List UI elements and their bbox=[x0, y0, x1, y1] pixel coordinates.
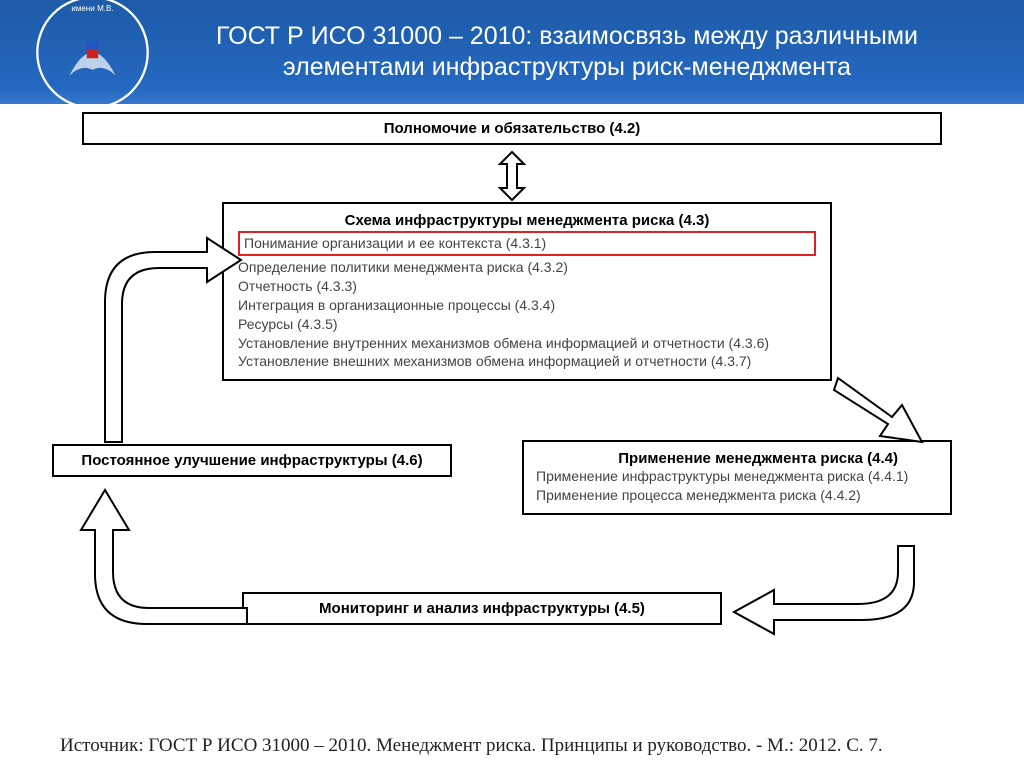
diagram: Полномочие и обязательство (4.2) Схема и… bbox=[22, 112, 1002, 692]
box-improvement: Постоянное улучшение инфраструктуры (4.6… bbox=[52, 444, 452, 477]
framework-item: Установление внешних механизмов обмена и… bbox=[238, 352, 816, 371]
box-improvement-title: Постоянное улучшение инфраструктуры (4.6… bbox=[64, 452, 440, 469]
arrow-monitoring-to-improvement-icon bbox=[77, 482, 257, 642]
box-monitoring-title: Мониторинг и анализ инфраструктуры (4.5) bbox=[254, 600, 710, 617]
arrow-improvement-to-framework-icon bbox=[87, 232, 247, 447]
source-citation: Источник: ГОСТ Р ИСО 31000 – 2010. Менед… bbox=[60, 735, 964, 757]
implementation-item: Применение инфраструктуры менеджмента ри… bbox=[536, 467, 938, 486]
implementation-item: Применение процесса менеджмента риска (4… bbox=[536, 486, 938, 505]
box-authority: Полномочие и обязательство (4.2) bbox=[82, 112, 942, 145]
framework-item: Интеграция в организационные процессы (4… bbox=[238, 296, 816, 315]
svg-text:имени М.В.: имени М.В. bbox=[71, 4, 113, 13]
box-framework: Схема инфраструктуры менеджмента риска (… bbox=[222, 202, 832, 381]
msu-logo-icon: имени М.В. bbox=[35, 0, 150, 110]
framework-item: Установление внутренних механизмов обмен… bbox=[238, 334, 816, 353]
box-authority-title: Полномочие и обязательство (4.2) bbox=[94, 120, 930, 137]
highlighted-item-text: Понимание организации и ее контекста (4.… bbox=[244, 235, 546, 251]
slide-title: ГОСТ Р ИСО 31000 – 2010: взаимосвязь меж… bbox=[0, 13, 1024, 92]
arrow-double-vertical-icon bbox=[490, 150, 534, 202]
framework-item: Определение политики менеджмента риска (… bbox=[238, 258, 816, 277]
box-implementation-title: Применение менеджмента риска (4.4) bbox=[536, 450, 938, 467]
box-framework-title: Схема инфраструктуры менеджмента риска (… bbox=[238, 212, 816, 229]
arrow-framework-to-implementation-icon bbox=[832, 372, 942, 452]
arrow-implementation-to-monitoring-icon bbox=[722, 542, 922, 642]
highlighted-item: Понимание организации и ее контекста (4.… bbox=[238, 231, 816, 256]
framework-item: Ресурсы (4.3.5) bbox=[238, 315, 816, 334]
framework-item: Отчетность (4.3.3) bbox=[238, 277, 816, 296]
box-monitoring: Мониторинг и анализ инфраструктуры (4.5) bbox=[242, 592, 722, 625]
slide-header: имени М.В. ГОСТ Р ИСО 31000 – 2010: взаи… bbox=[0, 0, 1024, 104]
